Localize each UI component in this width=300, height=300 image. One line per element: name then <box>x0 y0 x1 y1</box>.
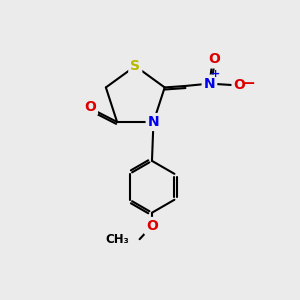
Text: O: O <box>84 100 96 114</box>
Text: S: S <box>130 59 140 73</box>
Text: N: N <box>148 115 159 129</box>
Text: O: O <box>146 219 158 233</box>
Text: N: N <box>204 76 215 91</box>
Text: CH₃: CH₃ <box>106 233 129 246</box>
Text: +: + <box>211 69 220 79</box>
Text: O: O <box>208 52 220 67</box>
Text: O: O <box>233 78 245 92</box>
Text: −: − <box>242 76 255 91</box>
